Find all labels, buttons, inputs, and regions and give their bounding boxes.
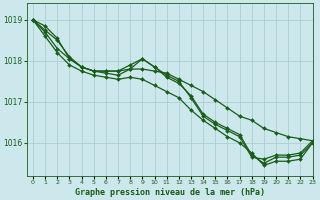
X-axis label: Graphe pression niveau de la mer (hPa): Graphe pression niveau de la mer (hPa) [75, 188, 265, 197]
